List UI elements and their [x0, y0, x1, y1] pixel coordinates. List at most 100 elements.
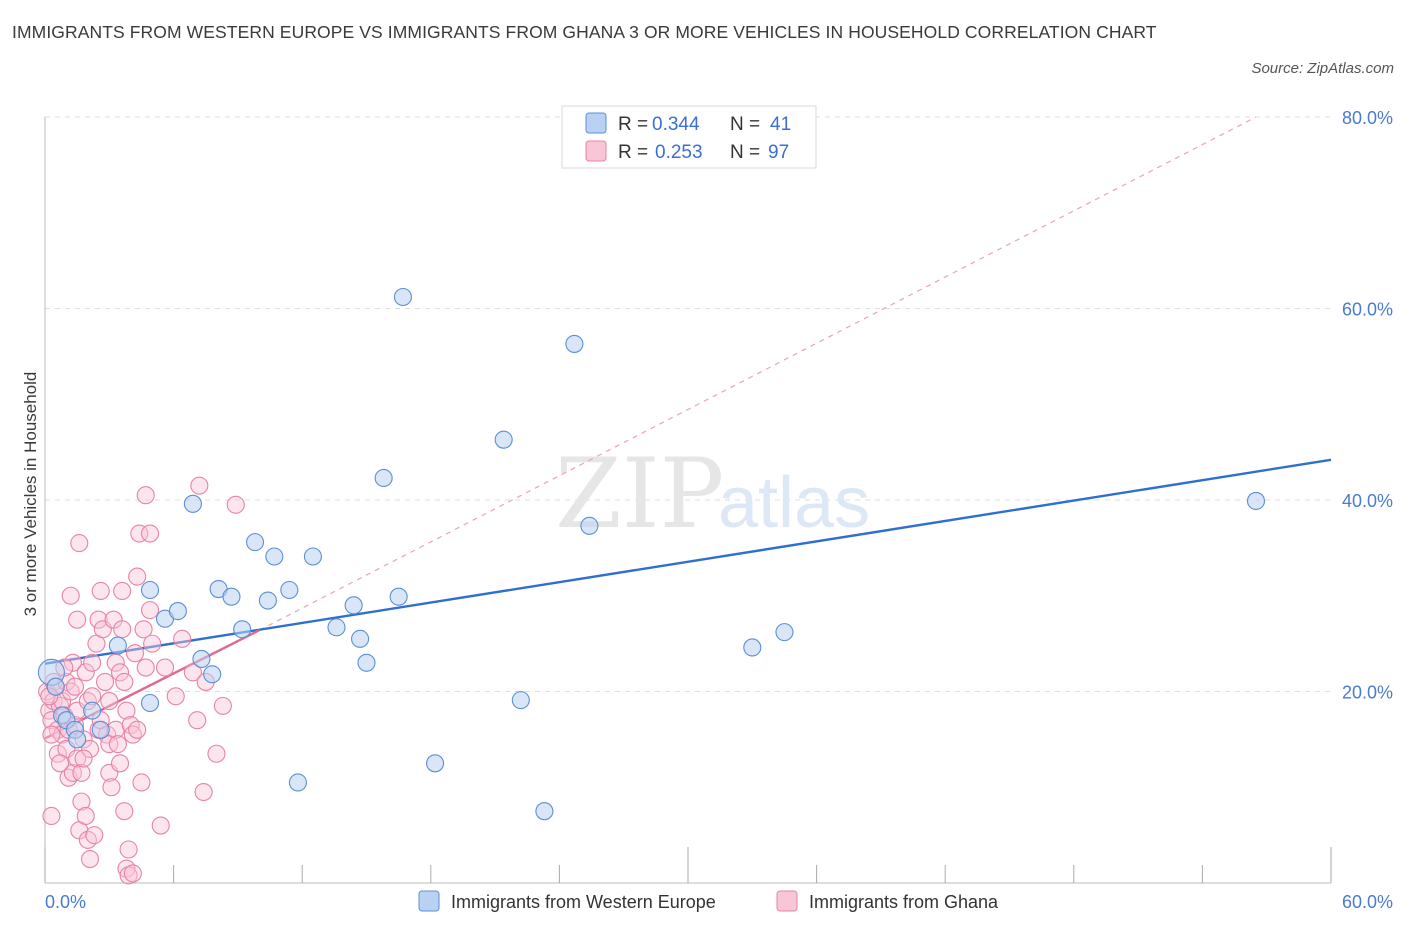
series-western-europe — [37, 287, 1266, 821]
trend-line-ghana-extended — [259, 116, 1257, 631]
grid-lines — [45, 116, 1331, 692]
point-ghana-53 — [108, 735, 127, 754]
point-western-europe-9 — [140, 693, 160, 713]
legend-r-label-1: R = — [618, 114, 648, 135]
series-legend-swatch-pink — [776, 890, 798, 912]
point-western-europe-34 — [511, 691, 530, 710]
point-ghana-70 — [130, 524, 149, 543]
point-ghana-27 — [72, 792, 91, 811]
point-western-europe-38 — [743, 638, 762, 657]
point-ghana-67 — [125, 644, 145, 663]
point-ghana-72 — [134, 620, 153, 639]
point-ghana-68 — [128, 567, 147, 586]
watermark-zip: ZIP — [555, 438, 724, 550]
point-western-europe-7 — [91, 720, 110, 739]
trend-line-ghana — [44, 629, 260, 740]
point-ghana-81 — [173, 629, 192, 648]
point-ghana-76 — [140, 601, 160, 620]
y-tick-label-40: 40.0% — [1342, 491, 1393, 511]
point-western-europe-37 — [580, 516, 599, 535]
point-ghana-77 — [143, 634, 162, 653]
point-ghana-41 — [91, 581, 110, 601]
point-western-europe-24 — [303, 547, 322, 566]
x-tick-label-max: 60.0% — [1342, 892, 1393, 912]
point-western-europe-8 — [108, 636, 127, 655]
point-ghana-62 — [119, 840, 138, 859]
point-western-europe-5 — [68, 730, 87, 749]
point-western-europe-1 — [46, 677, 65, 696]
point-western-europe-25 — [327, 618, 346, 637]
point-western-europe-19 — [245, 533, 265, 552]
y-tick-label-20: 20.0% — [1342, 683, 1393, 703]
point-western-europe-40 — [1246, 491, 1266, 511]
point-ghana-49 — [102, 778, 121, 797]
watermark-atlas: atlas — [718, 463, 870, 543]
point-ghana-80 — [166, 687, 185, 706]
point-ghana-34 — [80, 739, 100, 759]
x-tick-label-min: 0.0% — [45, 892, 86, 912]
legend-n-label-1: N = — [730, 114, 760, 135]
source-label: Source: ZipAtlas.com — [1251, 60, 1394, 77]
point-ghana-24 — [68, 610, 87, 629]
point-ghana-19 — [63, 653, 82, 672]
y-axis-label: 3 or more Vehicles in Household — [21, 372, 40, 617]
chart-title: IMMIGRANTS FROM WESTERN EUROPE VS IMMIGR… — [12, 22, 1157, 42]
point-western-europe-39 — [775, 623, 794, 642]
point-ghana-55 — [110, 663, 130, 682]
point-western-europe-26 — [344, 596, 363, 615]
point-ghana-56 — [113, 581, 132, 601]
point-western-europe-33 — [494, 430, 513, 449]
point-western-europe-13 — [183, 494, 202, 513]
point-ghana-25 — [70, 534, 89, 553]
point-ghana-57 — [113, 620, 132, 639]
point-ghana-83 — [188, 711, 207, 730]
point-western-europe-23 — [288, 773, 307, 792]
legend-n-label-2: N = — [730, 142, 760, 163]
point-ghana-78 — [151, 816, 170, 835]
point-ghana-30 — [76, 663, 95, 682]
point-ghana-59 — [115, 672, 134, 691]
point-ghana-39 — [89, 610, 108, 629]
axes — [44, 117, 1332, 884]
series-legend-label-ghana: Immigrants from Ghana — [809, 892, 999, 912]
point-ghana-44 — [95, 672, 115, 691]
point-ghana-91 — [42, 725, 61, 744]
point-ghana-85 — [194, 782, 213, 802]
point-western-europe-21 — [265, 547, 284, 566]
point-ghana-31 — [76, 806, 95, 826]
legend-n-value-2: 97 — [768, 142, 789, 163]
point-ghana-92 — [50, 754, 70, 773]
point-western-europe-27 — [351, 629, 370, 648]
point-ghana-75 — [140, 524, 160, 543]
point-ghana-23 — [68, 749, 87, 768]
point-western-europe-10 — [140, 580, 160, 600]
point-ghana-58 — [115, 802, 134, 821]
point-ghana-88 — [213, 696, 232, 715]
point-ghana-73 — [136, 486, 155, 505]
point-ghana-96 — [74, 749, 93, 768]
point-western-europe-15 — [203, 665, 222, 684]
point-western-europe-36 — [565, 334, 584, 353]
watermark: ZIP atlas — [555, 438, 870, 550]
point-ghana-84 — [190, 476, 209, 495]
trend-line-western-europe — [44, 458, 1332, 665]
point-ghana-54 — [110, 754, 130, 773]
point-western-europe-12 — [168, 602, 187, 621]
point-ghana-69 — [128, 720, 147, 739]
point-western-europe-17 — [222, 587, 241, 606]
series-legend-label-western-europe: Immigrants from Western Europe — [451, 892, 716, 912]
trend-lines — [44, 116, 1332, 740]
point-western-europe-20 — [258, 591, 277, 610]
point-ghana-94 — [65, 677, 85, 696]
point-ghana-71 — [132, 773, 151, 792]
series-legend: Immigrants from Western Europe Immigrant… — [418, 890, 999, 912]
point-western-europe-14 — [192, 649, 211, 668]
point-ghana-74 — [136, 658, 155, 677]
point-ghana-36 — [83, 653, 102, 672]
point-ghana-46 — [100, 692, 119, 711]
point-western-europe-28 — [357, 653, 376, 672]
point-western-europe-22 — [280, 580, 299, 600]
legend-r-label-2: R = — [618, 142, 648, 163]
point-ghana-66 — [123, 864, 142, 883]
